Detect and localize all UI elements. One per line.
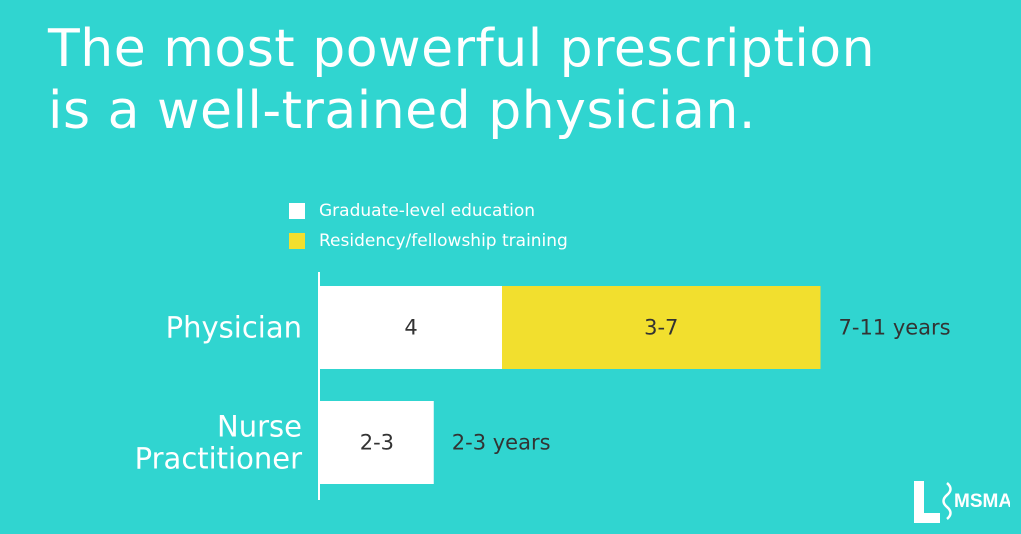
logo-caduceus-icon <box>942 482 952 520</box>
legend-item-graduate: Graduate-level education <box>289 196 568 226</box>
chart-title: The most powerful prescription is a well… <box>48 18 1008 142</box>
logo-state-shape <box>914 481 940 523</box>
legend-label-residency: Residency/fellowship training <box>319 231 568 251</box>
legend: Graduate-level education Residency/fello… <box>289 196 568 256</box>
legend-swatch-residency <box>289 233 305 249</box>
legend-swatch-graduate <box>289 203 305 219</box>
bar-value-label: 4 <box>404 316 417 340</box>
legend-label-graduate: Graduate-level education <box>319 201 536 221</box>
bar-total-label: 2-3 years <box>452 431 551 455</box>
msma-logo: MSMA <box>914 481 1010 523</box>
bar-graduate-1 <box>320 401 434 484</box>
category-label: Nurse <box>217 410 302 444</box>
bar-value-label: 2-3 <box>360 431 394 455</box>
category-label: Physician <box>166 311 302 345</box>
bar-residency-0 <box>502 286 821 369</box>
bar-total-label: 7-11 years <box>839 316 951 340</box>
title-line-2: is a well-trained physician. <box>48 81 756 141</box>
title-line-1: The most powerful prescription <box>48 19 876 79</box>
bar-graduate-0 <box>320 286 502 369</box>
logo-text: MSMA <box>954 491 1010 512</box>
legend-item-residency: Residency/fellowship training <box>289 226 568 256</box>
category-label: Practitioner <box>135 442 302 476</box>
bar-value-label: 3-7 <box>644 316 678 340</box>
